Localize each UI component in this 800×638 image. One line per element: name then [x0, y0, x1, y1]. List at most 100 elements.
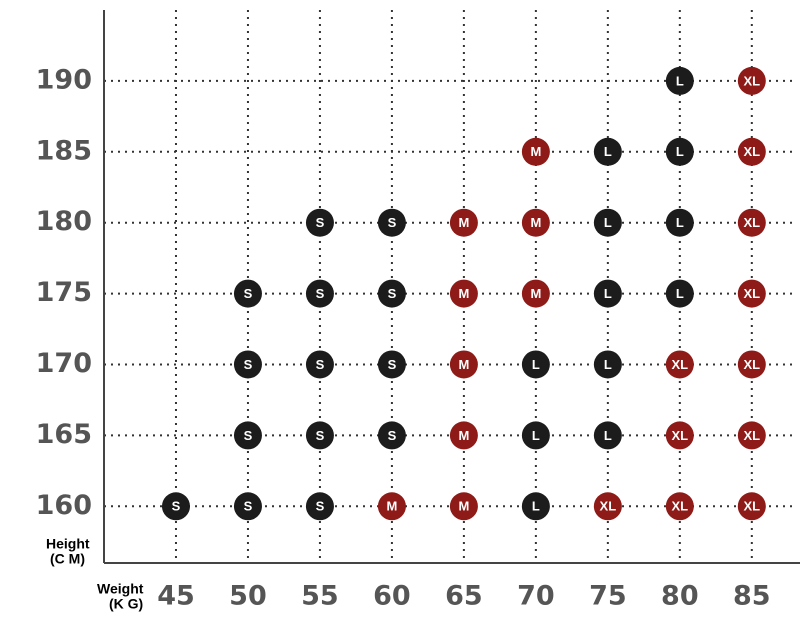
size-label: XL [744, 144, 761, 159]
size-label: S [244, 499, 253, 514]
size-label: XL [744, 428, 761, 443]
size-marker [449, 208, 478, 237]
size-label: S [244, 286, 253, 301]
size-marker [665, 66, 694, 95]
size-marker [593, 137, 622, 166]
size-marker [737, 421, 766, 450]
size-label: XL [744, 357, 761, 372]
y-tick-label: 190 [36, 64, 92, 95]
size-marker [521, 279, 550, 308]
size-marker [233, 279, 262, 308]
size-marker [305, 208, 334, 237]
size-label: S [244, 428, 253, 443]
size-label: S [388, 357, 397, 372]
size-label: M [458, 215, 469, 230]
size-marker [305, 279, 334, 308]
size-label: XL [672, 357, 689, 372]
size-label: M [458, 357, 469, 372]
size-label: S [316, 499, 325, 514]
x-tick-label: 50 [229, 581, 267, 612]
size-label: S [388, 215, 397, 230]
size-marker [377, 208, 406, 237]
size-label: XL [744, 73, 761, 88]
size-marker [449, 492, 478, 521]
size-marker [305, 492, 334, 521]
size-label: L [604, 428, 612, 443]
size-marker [593, 208, 622, 237]
x-axis-label: (K G) [109, 596, 143, 612]
size-marker [377, 279, 406, 308]
size-marker [665, 208, 694, 237]
size-marker [593, 279, 622, 308]
size-label: XL [672, 428, 689, 443]
x-tick-label: 80 [661, 581, 699, 612]
x-tick-label: 55 [301, 581, 339, 612]
size-label: S [316, 428, 325, 443]
size-marker [305, 421, 334, 450]
size-marker [449, 421, 478, 450]
size-label: XL [672, 499, 689, 514]
y-tick-label: 180 [36, 206, 92, 237]
size-marker [665, 421, 694, 450]
size-label: S [172, 499, 181, 514]
y-axis-label: (C M) [50, 551, 85, 567]
size-label: XL [744, 499, 761, 514]
size-marker [521, 208, 550, 237]
size-label: XL [744, 286, 761, 301]
size-label: M [458, 499, 469, 514]
size-label: L [676, 286, 684, 301]
size-label: M [530, 215, 541, 230]
size-marker [305, 350, 334, 379]
size-label: XL [600, 499, 617, 514]
y-tick-label: 170 [36, 348, 92, 379]
size-marker [377, 350, 406, 379]
size-marker [377, 421, 406, 450]
size-marker [233, 421, 262, 450]
size-label: L [676, 73, 684, 88]
size-label: S [388, 428, 397, 443]
size-label: M [458, 428, 469, 443]
y-tick-label: 160 [36, 490, 92, 521]
size-label: M [386, 499, 397, 514]
size-label: L [532, 499, 540, 514]
size-label: L [604, 144, 612, 159]
size-marker [737, 350, 766, 379]
size-label: M [458, 286, 469, 301]
size-marker [737, 66, 766, 95]
size-label: L [676, 215, 684, 230]
size-marker [737, 492, 766, 521]
size-marker [737, 208, 766, 237]
x-tick-label: 85 [733, 581, 771, 612]
size-label: L [604, 357, 612, 372]
x-tick-label: 65 [445, 581, 483, 612]
size-label: L [532, 357, 540, 372]
size-marker [521, 492, 550, 521]
y-tick-label: 165 [36, 419, 92, 450]
x-tick-label: 45 [157, 581, 195, 612]
x-axis-label: Weight [97, 581, 144, 597]
x-tick-label: 75 [589, 581, 627, 612]
size-marker [377, 492, 406, 521]
size-marker [665, 137, 694, 166]
size-marker [449, 279, 478, 308]
size-label: L [532, 428, 540, 443]
size-label: XL [744, 215, 761, 230]
x-tick-label: 70 [517, 581, 555, 612]
size-marker [161, 492, 190, 521]
size-marker [233, 492, 262, 521]
size-marker [593, 350, 622, 379]
size-marker [233, 350, 262, 379]
size-marker [593, 421, 622, 450]
y-tick-label: 185 [36, 135, 92, 166]
size-marker [737, 279, 766, 308]
size-label: M [530, 286, 541, 301]
size-label: M [530, 144, 541, 159]
size-marker [665, 279, 694, 308]
size-label: L [604, 215, 612, 230]
size-marker [521, 350, 550, 379]
size-marker [521, 421, 550, 450]
size-label: L [676, 144, 684, 159]
size-marker [665, 492, 694, 521]
size-marker [449, 350, 478, 379]
size-label: S [316, 286, 325, 301]
